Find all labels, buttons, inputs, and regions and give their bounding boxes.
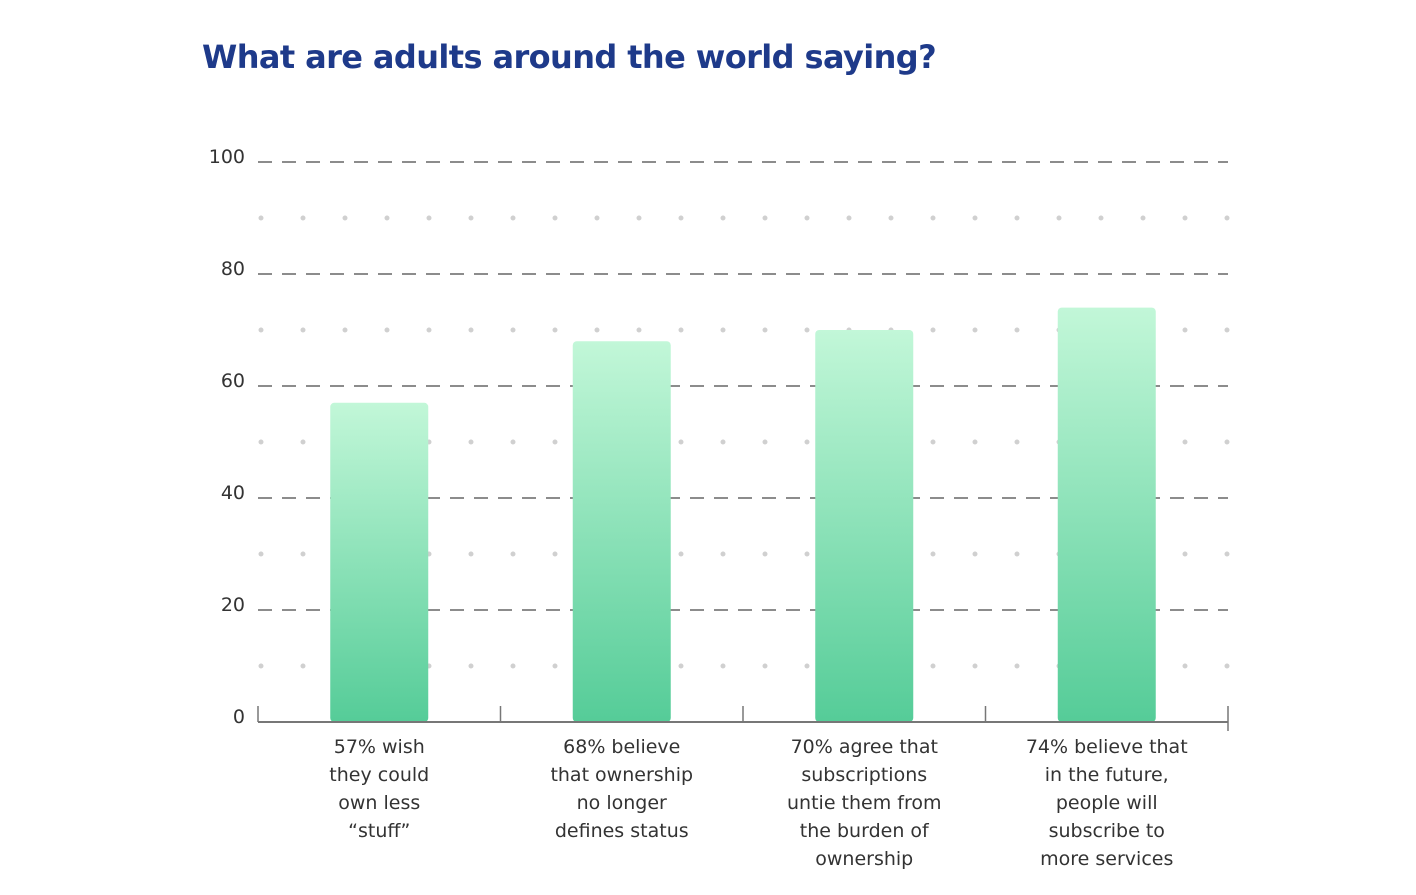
y-tick-label: 100 — [209, 146, 245, 168]
grid — [258, 161, 1231, 669]
y-tick-label: 80 — [221, 258, 245, 280]
bars — [330, 307, 1156, 722]
bar — [572, 341, 671, 722]
y-tick-label: 0 — [233, 706, 245, 728]
bar — [330, 402, 429, 722]
category-label: 70% agree that subscriptions untie them fr… — [787, 736, 942, 870]
y-tick-label: 20 — [221, 594, 245, 616]
category-label: 68% believe that ownership no longer define… — [550, 736, 693, 842]
category-labels: 57% wish they could own less “stuff” 68% bel… — [329, 736, 1187, 870]
y-tick-label: 40 — [221, 482, 245, 504]
category-label: 57% wish they could own less “stuff” — [329, 736, 429, 842]
chart-title: What are adults around the world saying? — [202, 38, 937, 76]
x-axis — [257, 706, 1229, 731]
y-tick-label: 60 — [221, 370, 245, 392]
bar — [1057, 307, 1156, 722]
bar — [815, 330, 914, 722]
category-label: 74% believe that in the future, people wil… — [1026, 736, 1188, 870]
y-axis-ticks: 0 20 40 60 80 100 — [209, 146, 245, 728]
